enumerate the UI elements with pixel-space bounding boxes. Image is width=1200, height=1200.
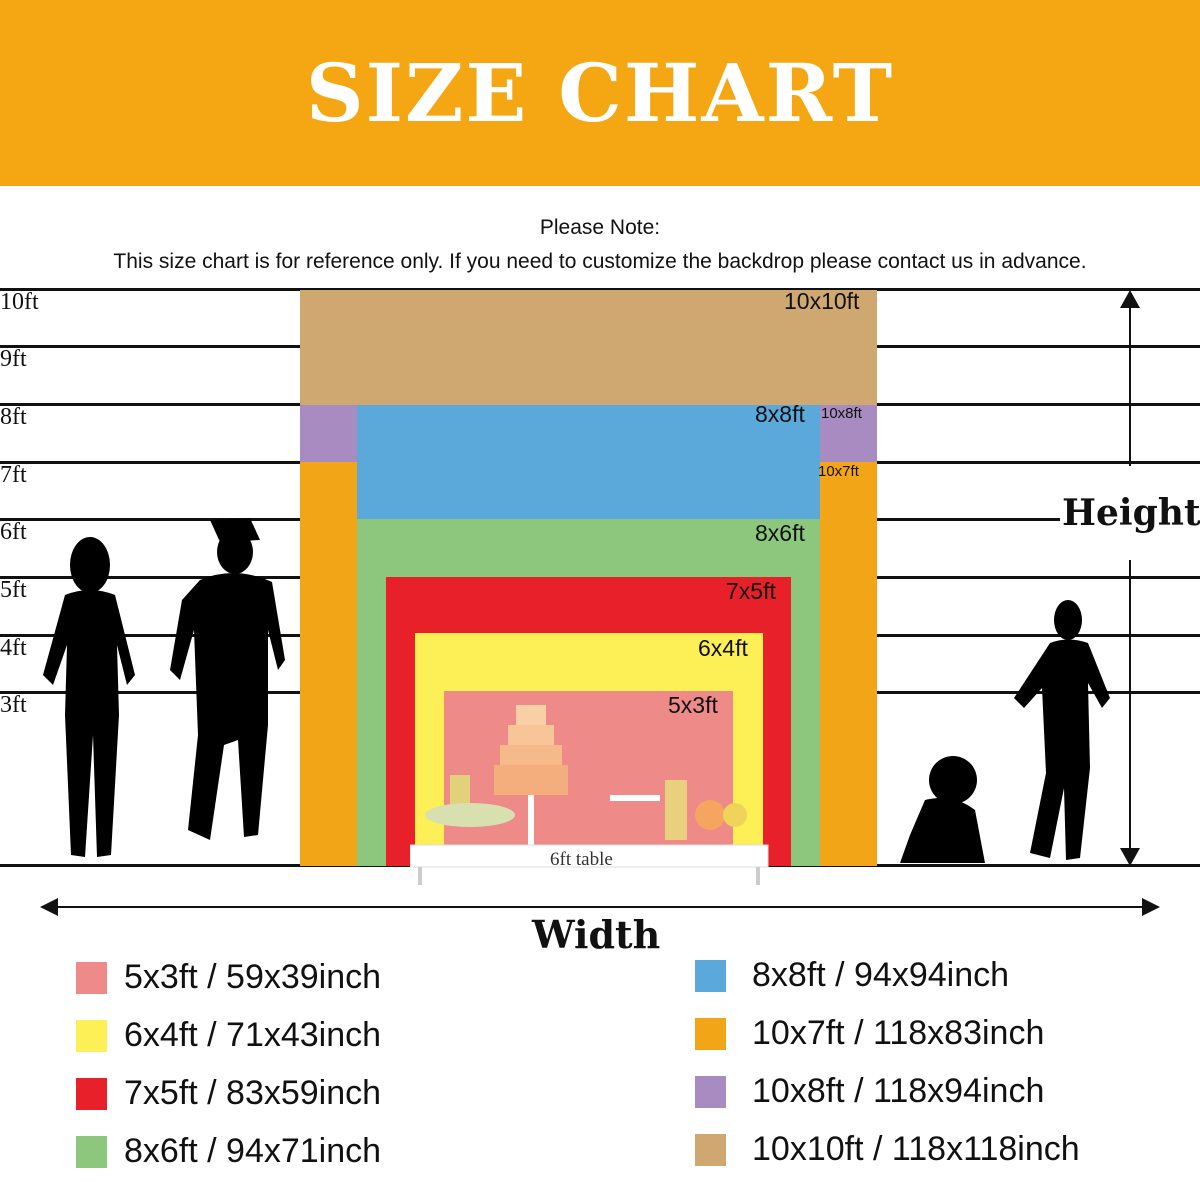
legend-swatch bbox=[695, 1017, 726, 1050]
gridline-10ft bbox=[0, 288, 1200, 291]
height-label: 4ft bbox=[0, 635, 27, 661]
legend-text: 10x10ft / 118x118inch bbox=[752, 1130, 1080, 1168]
page-title: SIZE CHART bbox=[305, 46, 895, 140]
note-text: This size chart is for reference only. I… bbox=[113, 250, 1087, 273]
legend-item: 10x10ft / 118x118inch bbox=[695, 1130, 1080, 1169]
backdrop-label: 7x5ft bbox=[726, 578, 776, 604]
legend-swatch bbox=[695, 959, 726, 992]
legend-item: 5x3ft / 59x39inch bbox=[76, 958, 381, 997]
dessert-table-illustration bbox=[410, 705, 769, 885]
legend-item: 8x8ft / 94x94inch bbox=[695, 956, 1009, 995]
legend-item: 8x6ft / 94x71inch bbox=[76, 1132, 381, 1171]
legend-text: 10x8ft / 118x94inch bbox=[752, 1072, 1045, 1110]
legend-swatch bbox=[695, 1133, 726, 1166]
backdrop-label: 5x3ft bbox=[668, 692, 718, 718]
legend-swatch bbox=[76, 1077, 107, 1110]
legend-swatch bbox=[76, 1019, 107, 1052]
legend-swatch bbox=[76, 961, 107, 994]
height-label: 6ft bbox=[0, 519, 27, 545]
height-label: 9ft bbox=[0, 346, 27, 372]
girl-silhouette-icon bbox=[1014, 600, 1110, 860]
backdrop-label: 10x10ft bbox=[784, 288, 860, 314]
legend-item: 6x4ft / 71x43inch bbox=[76, 1016, 381, 1055]
legend-text: 6x4ft / 71x43inch bbox=[124, 1016, 382, 1054]
width-axis-label: Width bbox=[532, 912, 661, 957]
backdrop-label: 10x7ft bbox=[818, 463, 859, 480]
height-label: 5ft bbox=[0, 577, 27, 603]
backdrop-label: 8x6ft bbox=[755, 520, 805, 546]
backdrop-label: 8x8ft bbox=[755, 401, 805, 427]
legend-item: 10x8ft / 118x94inch bbox=[695, 1072, 1044, 1111]
legend-text: 5x3ft / 59x39inch bbox=[124, 958, 382, 996]
legend-swatch bbox=[76, 1135, 107, 1168]
height-arrow-icon bbox=[1120, 290, 1140, 866]
table-label: 6ft table bbox=[550, 849, 613, 870]
backdrop-label: 10x8ft bbox=[821, 405, 862, 422]
legend-item: 7x5ft / 83x59inch bbox=[76, 1074, 381, 1113]
note-heading: Please Note: bbox=[539, 216, 661, 239]
legend-text: 8x6ft / 94x71inch bbox=[124, 1132, 382, 1170]
height-label: 8ft bbox=[0, 404, 27, 430]
height-label: 3ft bbox=[0, 692, 27, 718]
height-axis-label: Height bbox=[1060, 492, 1200, 534]
legend-item: 10x7ft / 118x83inch bbox=[695, 1014, 1044, 1053]
baby-silhouette-icon bbox=[900, 756, 985, 863]
woman-silhouette-icon bbox=[43, 537, 135, 857]
legend-text: 7x5ft / 83x59inch bbox=[124, 1074, 382, 1112]
legend-swatch bbox=[695, 1075, 726, 1108]
man-silhouette-icon bbox=[170, 518, 285, 840]
legend-text: 8x8ft / 94x94inch bbox=[752, 956, 1010, 994]
legend-text: 10x7ft / 118x83inch bbox=[752, 1014, 1045, 1052]
width-arrow-icon bbox=[40, 898, 1160, 916]
header-banner: SIZE CHART bbox=[0, 0, 1200, 186]
backdrop-label: 6x4ft bbox=[698, 635, 748, 661]
height-label: 7ft bbox=[0, 462, 27, 488]
height-label: 10ft bbox=[0, 289, 39, 315]
